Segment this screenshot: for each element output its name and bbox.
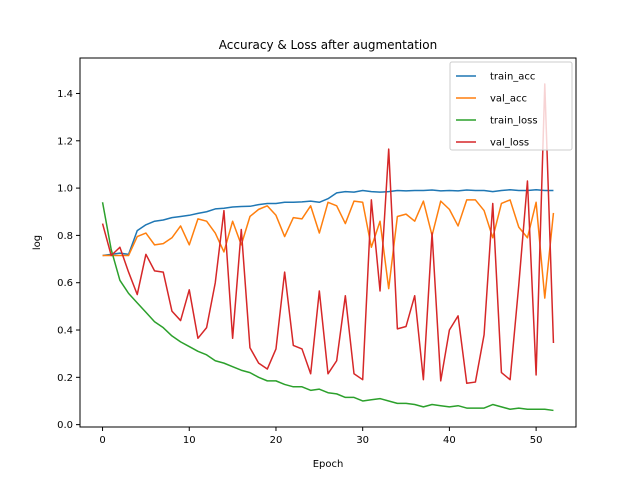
y-tick-label: 1.4 [57,89,73,100]
x-tick-label: 0 [99,435,105,446]
x-tick-label: 30 [356,435,369,446]
y-tick-label: 0.4 [57,326,73,337]
legend-label: val_loss [490,138,529,149]
y-tick-label: 1.2 [57,136,73,147]
legend-label: train_loss [490,116,538,127]
y-tick-label: 0.6 [57,278,73,289]
x-tick-label: 20 [270,435,283,446]
series-line-val-loss [101,83,555,384]
legend-label: val_acc [490,94,527,105]
y-axis-label: log [32,235,43,250]
legend: train_acc val_acc train_loss val_loss [449,61,573,151]
x-axis-label: Epoch [313,459,344,470]
x-tick-label: 10 [183,435,196,446]
y-tick-label: 1.0 [57,184,73,195]
y-tick-label: 0.2 [57,373,73,384]
chart-title: Accuracy & Loss after augmentation [219,38,437,52]
legend-label: train_acc [490,72,535,83]
series-line-train-acc [102,189,554,257]
series-line-train-loss [101,202,554,412]
x-tick-label: 50 [530,435,543,446]
axis-ticks: 0 10 20 30 40 50 0.0 0.2 0.4 0.6 0.8 1.0 1.2 1.4 [57,89,542,446]
series-lines [101,83,555,412]
axes-frame [79,57,577,428]
y-tick-label: 0.8 [57,231,73,242]
series-line-val-acc [102,199,555,299]
x-tick-label: 40 [443,435,456,446]
y-tick-label: 0.0 [57,420,73,431]
legend-box [449,61,573,151]
